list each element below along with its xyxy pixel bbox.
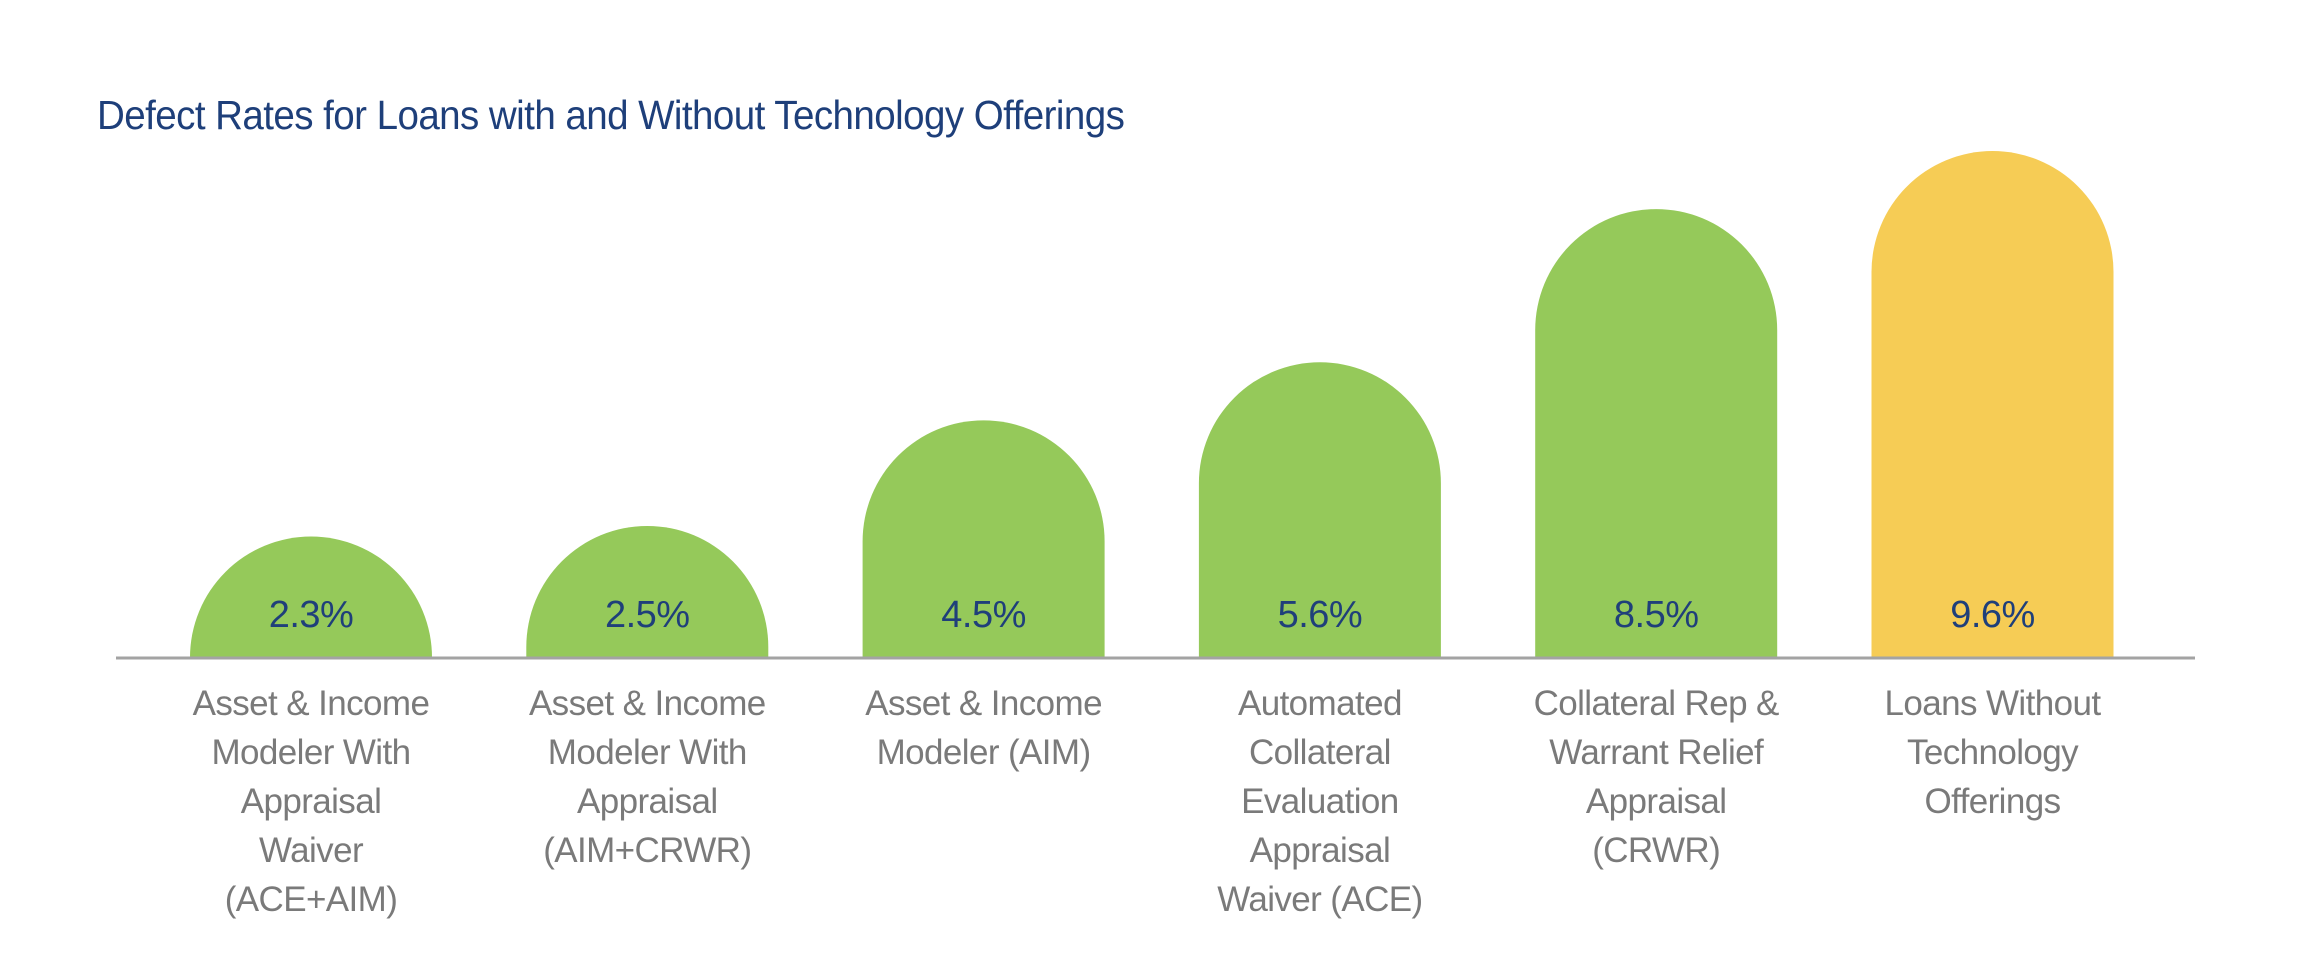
value-labels-layer: 2.3% 2.5% 4.5% 5.6% 8.5% 9.6%	[269, 594, 2036, 636]
category-label-line: Modeler With	[547, 733, 748, 772]
category-label-line: Evaluation	[1241, 782, 1399, 821]
category-label-line: (AIM+CRWR)	[543, 831, 752, 870]
category-label-line: (ACE+AIM)	[224, 880, 398, 919]
category-label-line: Modeler With	[211, 733, 412, 772]
category-label-line: Waiver	[259, 831, 364, 870]
value-label-4: 5.6%	[1278, 594, 1363, 636]
category-label-line: Appraisal	[1585, 782, 1727, 821]
category-label-line: Waiver (ACE)	[1217, 880, 1423, 919]
value-label-6: 9.6%	[1950, 594, 2035, 636]
category-label-6: Loans Without Technology Offerings	[1833, 679, 2153, 826]
category-label-line: Offerings	[1924, 782, 2062, 821]
category-label-line: Automated	[1237, 684, 1402, 723]
category-label-line: Technology	[1906, 733, 2079, 772]
category-label-line: Collateral Rep &	[1533, 684, 1780, 723]
category-label-1: Asset & Income Modeler With Appraisal Waive…	[151, 679, 471, 924]
category-label-line: Appraisal	[577, 782, 718, 821]
bar-6	[1871, 151, 2114, 658]
category-label-line: Appraisal	[1249, 831, 1391, 870]
bar-2	[526, 525, 769, 658]
bar-3	[862, 420, 1105, 658]
category-label-3: Asset & Income Modeler (AIM)	[824, 679, 1144, 777]
category-label-line: (CRWR)	[1592, 831, 1721, 870]
category-label-line: Modeler (AIM)	[876, 733, 1092, 772]
bar-1	[190, 536, 432, 658]
category-label-line: Appraisal	[240, 782, 382, 821]
category-label-line: Collateral	[1248, 733, 1391, 772]
category-label-line: Warrant Relief	[1549, 733, 1764, 772]
value-label-2: 2.5%	[605, 594, 690, 636]
value-label-1: 2.3%	[269, 594, 354, 636]
bars-layer	[190, 151, 2114, 658]
chart-title: Defect Rates for Loans with and Without …	[97, 92, 1125, 138]
category-label-line: Loans Without	[1884, 684, 2102, 723]
category-label-line: Asset & Income	[192, 684, 430, 723]
category-label-4: Automated Collateral Evaluation Appraisal Wa…	[1160, 679, 1480, 924]
value-label-3: 4.5%	[941, 594, 1026, 636]
bar-4	[1198, 362, 1441, 658]
value-label-5: 8.5%	[1614, 594, 1699, 636]
category-label-5: Collateral Rep & Warrant Relief Appraisal (…	[1496, 679, 1816, 875]
category-label-line: Asset & Income	[865, 684, 1102, 723]
category-label-line: Asset & Income	[528, 684, 766, 723]
category-label-2: Asset & Income Modeler With Appraisal (AIM+…	[487, 679, 807, 875]
bar-5	[1535, 209, 1778, 658]
